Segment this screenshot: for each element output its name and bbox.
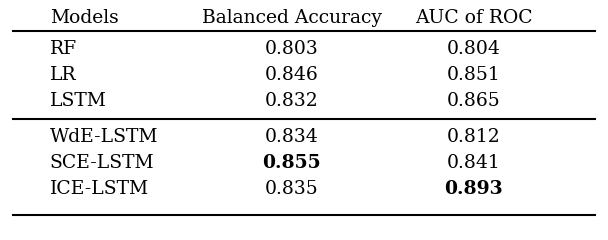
Text: 0.832: 0.832 — [265, 92, 319, 110]
Text: 0.841: 0.841 — [447, 154, 500, 172]
Text: 0.855: 0.855 — [263, 154, 321, 172]
Text: 0.812: 0.812 — [447, 128, 500, 146]
Text: 0.835: 0.835 — [265, 180, 319, 198]
Text: 0.865: 0.865 — [447, 92, 500, 110]
Text: 0.846: 0.846 — [265, 66, 319, 84]
Text: LSTM: LSTM — [50, 92, 106, 110]
Text: Balanced Accuracy: Balanced Accuracy — [202, 9, 382, 27]
Text: AUC of ROC: AUC of ROC — [415, 9, 532, 27]
Text: Models: Models — [50, 9, 119, 27]
Text: 0.804: 0.804 — [446, 40, 500, 58]
Text: WdE-LSTM: WdE-LSTM — [50, 128, 158, 146]
Text: 0.851: 0.851 — [447, 66, 500, 84]
Text: 0.893: 0.893 — [444, 180, 503, 198]
Text: LR: LR — [50, 66, 77, 84]
Text: 0.834: 0.834 — [265, 128, 319, 146]
Text: 0.803: 0.803 — [265, 40, 319, 58]
Text: RF: RF — [50, 40, 77, 58]
Text: ICE-LSTM: ICE-LSTM — [50, 180, 149, 198]
Text: SCE-LSTM: SCE-LSTM — [50, 154, 154, 172]
